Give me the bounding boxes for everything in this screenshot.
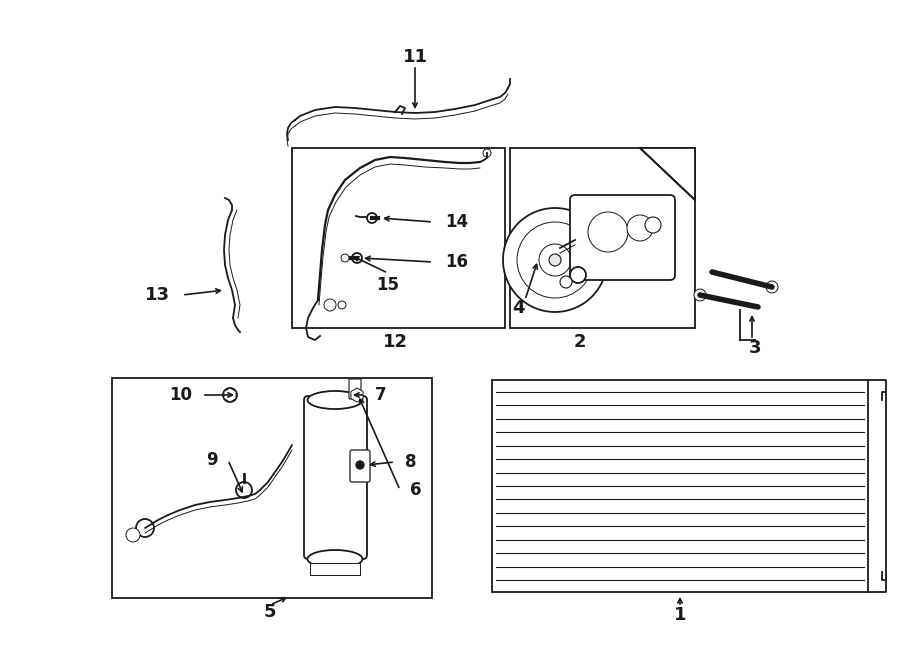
FancyBboxPatch shape	[350, 450, 370, 482]
Text: 12: 12	[382, 333, 408, 351]
FancyBboxPatch shape	[570, 195, 675, 280]
Circle shape	[136, 519, 154, 537]
Circle shape	[223, 388, 237, 402]
Circle shape	[352, 253, 362, 263]
Circle shape	[341, 254, 349, 262]
Text: 3: 3	[749, 339, 761, 357]
Circle shape	[517, 222, 593, 298]
Text: 10: 10	[169, 386, 192, 404]
Circle shape	[324, 299, 336, 311]
Circle shape	[766, 281, 778, 293]
Circle shape	[483, 149, 491, 157]
Bar	[112, 378, 432, 598]
Ellipse shape	[308, 391, 363, 409]
Circle shape	[560, 276, 572, 288]
Polygon shape	[640, 148, 695, 200]
Text: 1: 1	[674, 606, 686, 624]
Circle shape	[338, 301, 346, 309]
Text: 7: 7	[375, 386, 387, 404]
Text: 9: 9	[206, 451, 218, 469]
Circle shape	[126, 528, 140, 542]
Circle shape	[570, 267, 586, 283]
Text: 2: 2	[574, 333, 586, 351]
Circle shape	[236, 482, 252, 498]
FancyBboxPatch shape	[304, 396, 367, 559]
Circle shape	[588, 212, 628, 252]
FancyBboxPatch shape	[310, 563, 360, 575]
Circle shape	[503, 208, 607, 312]
Polygon shape	[510, 148, 695, 328]
Text: 16: 16	[445, 253, 468, 271]
Circle shape	[549, 254, 561, 266]
Circle shape	[627, 215, 653, 241]
Bar	[492, 380, 868, 592]
Text: 8: 8	[405, 453, 417, 471]
Circle shape	[539, 244, 571, 276]
Circle shape	[367, 213, 377, 223]
Circle shape	[356, 461, 364, 469]
Text: 11: 11	[402, 48, 428, 66]
Text: 14: 14	[445, 213, 468, 231]
Text: 6: 6	[410, 481, 421, 499]
Circle shape	[694, 289, 706, 301]
Circle shape	[645, 217, 661, 233]
Text: 4: 4	[512, 299, 524, 317]
Ellipse shape	[308, 550, 363, 568]
Text: 13: 13	[145, 286, 170, 304]
Text: 15: 15	[376, 276, 400, 294]
Bar	[292, 148, 505, 328]
Text: 5: 5	[264, 603, 276, 621]
FancyBboxPatch shape	[349, 379, 361, 399]
